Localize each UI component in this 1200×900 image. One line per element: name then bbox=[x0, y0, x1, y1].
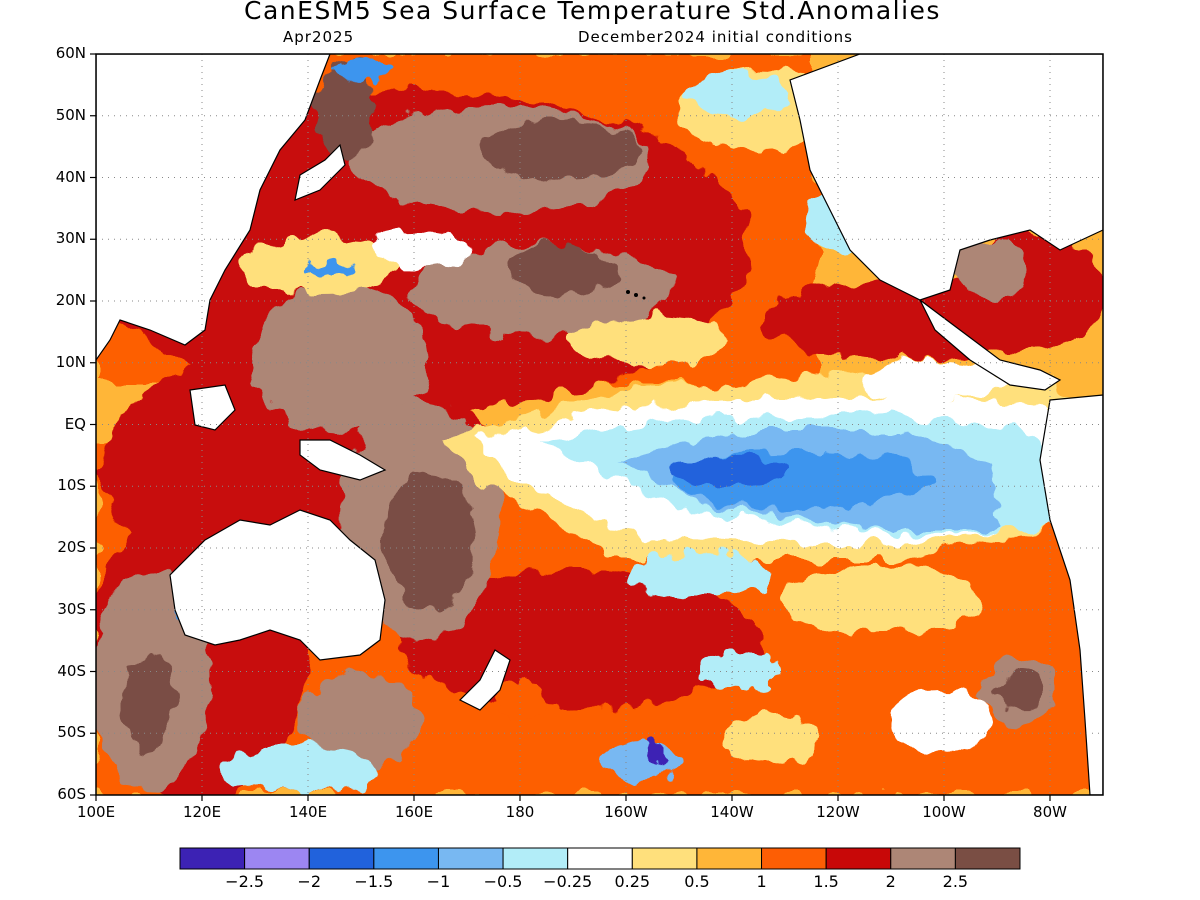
anomaly-field bbox=[96, 54, 1103, 795]
lat-label: 10S bbox=[57, 476, 86, 495]
forecast-month-label: Apr2025 bbox=[283, 28, 355, 46]
colorbar-swatch bbox=[825, 847, 892, 870]
hawaii-islands bbox=[626, 290, 646, 300]
chart-title: CanESM5 Sea Surface Temperature Std.Anom… bbox=[244, 0, 941, 25]
lon-label: 180 bbox=[505, 803, 535, 821]
lat-label: 20N bbox=[55, 291, 86, 309]
colorbar-swatch bbox=[631, 847, 698, 870]
lon-label: 120E bbox=[182, 803, 222, 821]
colorbar-label: −0.25 bbox=[543, 872, 593, 891]
colorbar-label: 0.25 bbox=[614, 872, 651, 891]
lon-label: 140W bbox=[710, 803, 754, 821]
lat-label: 50N bbox=[55, 105, 86, 124]
colorbar-swatch bbox=[567, 847, 633, 870]
colorbar-label: 2.5 bbox=[942, 872, 969, 891]
lat-label: 30N bbox=[55, 229, 86, 248]
colorbar-swatch bbox=[437, 847, 504, 870]
colorbar-swatch bbox=[761, 847, 827, 870]
colorbar-swatch bbox=[179, 847, 246, 870]
colorbar-swatch bbox=[373, 847, 439, 870]
colorbar-label: −2 bbox=[297, 872, 322, 891]
axis-ticks bbox=[90, 53, 1051, 801]
colorbar-swatch bbox=[502, 847, 569, 870]
colorbar-label: −0.5 bbox=[483, 872, 523, 891]
lon-label: 80W bbox=[1033, 803, 1067, 821]
lon-label: 140E bbox=[288, 803, 328, 821]
lon-label: 100E bbox=[76, 803, 116, 821]
lon-label: 120W bbox=[816, 803, 860, 821]
lon-label: 160W bbox=[604, 803, 648, 821]
initial-conditions-label: December2024 initial conditions bbox=[578, 28, 853, 46]
lat-label: 60N bbox=[55, 44, 86, 62]
colorbar-label: 0.5 bbox=[684, 872, 710, 891]
colorbar bbox=[179, 847, 1021, 870]
lat-label: 40S bbox=[57, 661, 86, 680]
colorbar-swatch bbox=[890, 847, 956, 870]
lat-label: 10N bbox=[55, 352, 86, 371]
lat-label: 20S bbox=[57, 538, 86, 556]
lat-label: EQ bbox=[64, 414, 86, 433]
colorbar-label: −2.5 bbox=[225, 872, 265, 891]
lat-label: 50S bbox=[57, 723, 86, 742]
lat-label: 60S bbox=[57, 785, 86, 803]
colorbar-label: 1.5 bbox=[813, 872, 839, 891]
lat-label: 40N bbox=[55, 167, 86, 186]
colorbar-swatch bbox=[696, 847, 763, 870]
colorbar-swatch bbox=[308, 847, 375, 870]
land-masses bbox=[96, 54, 1103, 795]
lon-label: 160E bbox=[394, 803, 434, 821]
colorbar-swatch bbox=[244, 847, 310, 870]
colorbar-label: 1 bbox=[756, 872, 767, 891]
colorbar-swatch bbox=[954, 847, 1021, 870]
colorbar-label: 2 bbox=[885, 872, 896, 891]
colorbar-label: −1 bbox=[426, 872, 451, 891]
colorbar-label: −1.5 bbox=[354, 872, 394, 891]
lat-label: 30S bbox=[57, 599, 86, 618]
lon-label: 100W bbox=[922, 803, 966, 821]
